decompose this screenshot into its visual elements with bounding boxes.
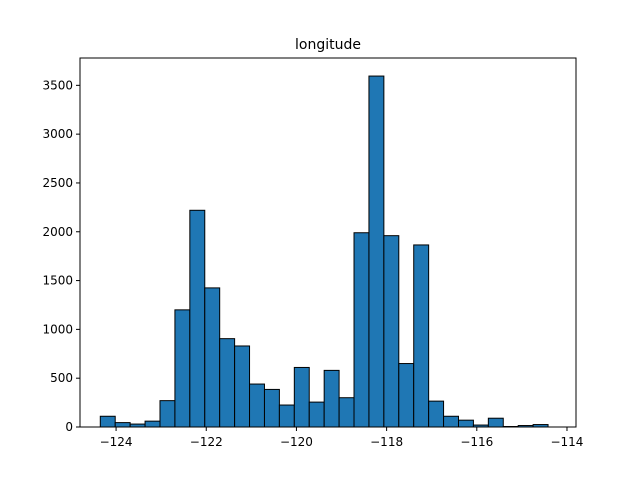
histogram-bar	[383, 235, 400, 428]
x-tick-label: −118	[370, 435, 403, 449]
histogram-bar	[443, 415, 459, 428]
y-axis: 0 500 1000 1500 2000 2500 3000 3500	[42, 78, 80, 434]
histogram-bar	[368, 75, 385, 428]
histogram-bar	[278, 404, 295, 428]
x-tick-label: −124	[100, 435, 133, 449]
histogram-bar	[234, 345, 251, 428]
histogram-bar	[99, 415, 116, 428]
x-tick-label: −120	[280, 435, 313, 449]
histogram-bar	[338, 397, 355, 428]
y-tick-label: 500	[50, 371, 73, 385]
histogram-bar	[204, 287, 221, 428]
histogram-bar	[249, 383, 265, 428]
histogram-bar	[189, 209, 206, 428]
x-axis: −124 −122 −120 −118 −116 −114	[100, 427, 583, 449]
histogram-bar	[114, 422, 131, 428]
axes-frame	[79, 57, 577, 428]
y-tick-label: 3500	[42, 78, 73, 92]
histogram-bar	[487, 417, 504, 428]
y-tick-label: 1500	[42, 274, 73, 288]
histogram-bar	[413, 244, 430, 428]
y-tick-label: 3000	[42, 127, 73, 141]
histogram-bar	[174, 309, 191, 428]
histogram-bar	[144, 420, 161, 428]
x-tick-label: −114	[550, 435, 583, 449]
histogram-bar	[323, 369, 340, 428]
y-tick-label: 1000	[42, 322, 73, 336]
histogram-bar	[398, 363, 415, 428]
histogram-bar	[308, 401, 325, 428]
y-tick-label: 0	[65, 420, 73, 434]
y-tick-label: 2000	[42, 225, 73, 239]
bars-group	[99, 75, 549, 428]
histogram-bar	[263, 388, 280, 428]
histogram-bar	[457, 419, 474, 428]
x-tick-label: −116	[460, 435, 493, 449]
histogram-bar	[219, 338, 236, 428]
histogram-bar	[428, 400, 445, 428]
chart-title: longitude	[295, 37, 361, 53]
x-tick-label: −122	[190, 435, 223, 449]
y-tick-label: 2500	[42, 176, 73, 190]
histogram-bar	[293, 366, 310, 428]
histogram-bar	[159, 400, 176, 428]
histogram-bar	[353, 232, 370, 428]
